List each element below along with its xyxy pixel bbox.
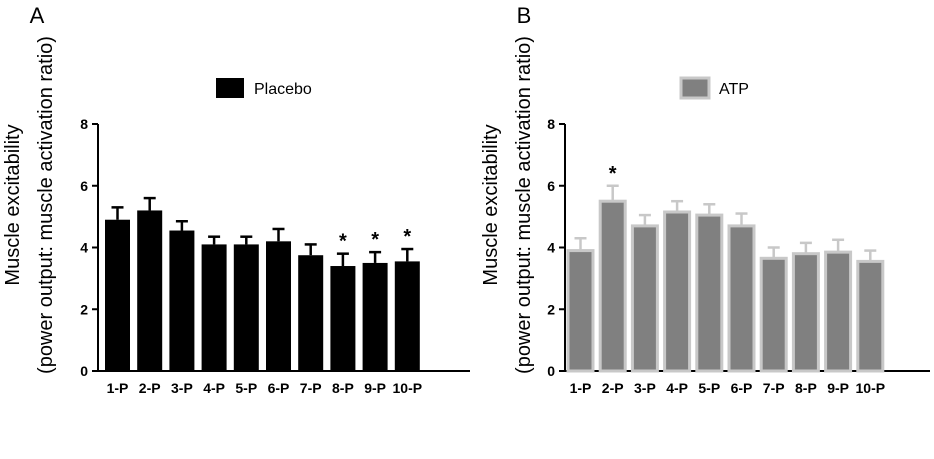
bar (856, 259, 885, 373)
bar (566, 249, 595, 373)
y-tick-label: 0 (547, 363, 555, 379)
bar (824, 250, 853, 373)
bar (695, 213, 724, 373)
x-tick-label: 6-P (731, 380, 753, 396)
x-tick-label: 5-P (698, 380, 720, 396)
bar (266, 241, 291, 371)
x-tick-label: 4-P (666, 380, 688, 396)
x-tick-label: 7-P (300, 380, 322, 396)
x-tick-label: 2-P (139, 380, 161, 396)
y-tick-label: 6 (80, 178, 88, 194)
y-axis-label-line1: Muscle excitability (2, 124, 24, 285)
y-tick-label: 6 (547, 178, 555, 194)
x-tick-label: 10-P (393, 380, 423, 396)
y-tick-label: 2 (80, 301, 88, 317)
x-tick-label: 3-P (171, 380, 193, 396)
bar (791, 252, 820, 373)
bar (630, 224, 659, 373)
legend-swatch (216, 78, 244, 98)
legend-swatch (679, 76, 711, 100)
bar (105, 219, 130, 371)
bar (201, 244, 227, 371)
panel-a: A Muscle excitability (power output: muscl… (2, 3, 470, 396)
bar (330, 266, 356, 371)
significance-marker: * (339, 231, 347, 253)
panel-label: A (30, 3, 45, 28)
y-axis-label-line2: (power output: muscle activation ratio) (513, 36, 535, 374)
bar (759, 256, 788, 373)
x-tick-label: 7-P (763, 380, 785, 396)
bar (394, 261, 420, 371)
bar (233, 244, 259, 371)
y-tick-label: 4 (80, 240, 88, 256)
x-tick-label: 6-P (268, 380, 290, 396)
bar (663, 210, 692, 373)
bar (169, 230, 195, 371)
x-tick-label: 2-P (602, 380, 624, 396)
x-tick-label: 10-P (856, 380, 886, 396)
panel-label: B (517, 3, 532, 28)
y-tick-label: 4 (547, 240, 555, 256)
bar (598, 199, 627, 373)
y-tick-label: 2 (547, 301, 555, 317)
legend-label: Placebo (254, 81, 312, 98)
significance-marker: * (609, 163, 617, 185)
bar (362, 262, 388, 371)
x-tick-label: 4-P (203, 380, 225, 396)
x-tick-label: 8-P (795, 380, 817, 396)
panel-b: B Muscle excitability (power output: muscl… (480, 3, 930, 396)
legend-label: ATP (719, 81, 749, 98)
x-tick-label: 5-P (235, 380, 257, 396)
y-axis-label-line1: Muscle excitability (480, 124, 502, 285)
x-tick-label: 1-P (570, 380, 592, 396)
x-tick-label: 9-P (827, 380, 849, 396)
y-tick-label: 0 (80, 363, 88, 379)
x-tick-label: 8-P (332, 380, 354, 396)
x-tick-label: 9-P (364, 380, 386, 396)
bar (298, 255, 324, 371)
significance-marker: * (403, 226, 411, 248)
significance-marker: * (371, 229, 379, 251)
y-tick-label: 8 (547, 116, 555, 132)
y-axis-label-line2: (power output: muscle activation ratio) (35, 36, 57, 374)
bar (137, 210, 163, 371)
y-tick-label: 8 (80, 116, 88, 132)
bar (727, 224, 756, 373)
x-tick-label: 3-P (634, 380, 656, 396)
x-tick-label: 1-P (107, 380, 129, 396)
